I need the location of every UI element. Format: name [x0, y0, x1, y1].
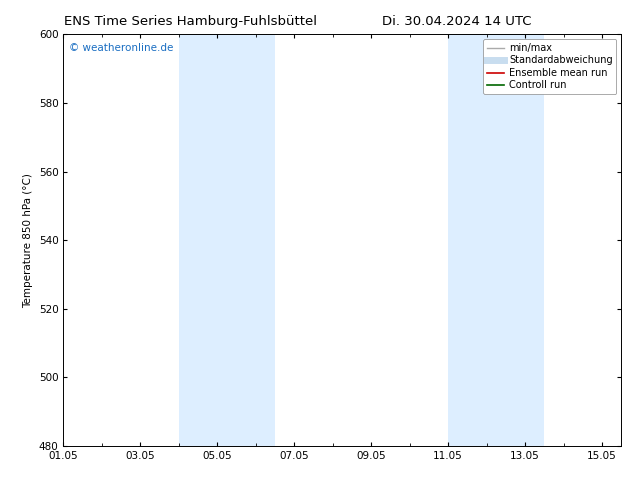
- Text: Di. 30.04.2024 14 UTC: Di. 30.04.2024 14 UTC: [382, 15, 531, 28]
- Bar: [448, 34, 545, 446]
- Legend: min/max, Standardabweichung, Ensemble mean run, Controll run: min/max, Standardabweichung, Ensemble me…: [482, 39, 616, 94]
- Bar: [179, 34, 275, 446]
- Text: ENS Time Series Hamburg-Fuhlsbüttel: ENS Time Series Hamburg-Fuhlsbüttel: [63, 15, 317, 28]
- Text: © weatheronline.de: © weatheronline.de: [69, 43, 173, 52]
- Y-axis label: Temperature 850 hPa (°C): Temperature 850 hPa (°C): [23, 172, 33, 308]
